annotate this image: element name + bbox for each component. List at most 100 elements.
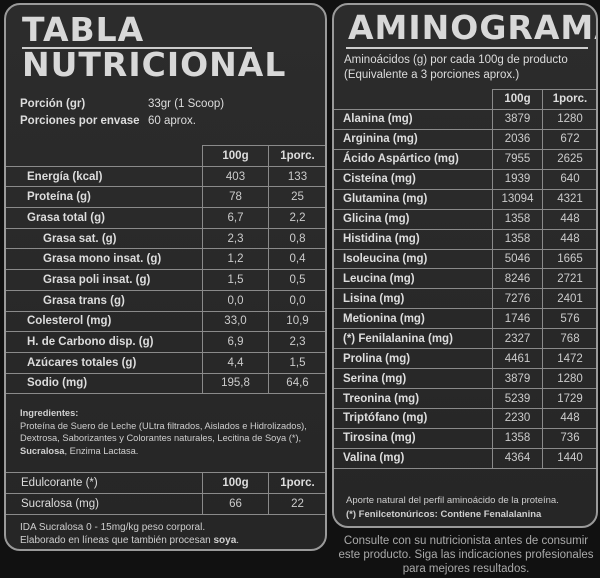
value-portion: 133: [268, 165, 325, 188]
value-100g: 1358: [492, 208, 543, 230]
value-portion: 768: [542, 328, 596, 350]
value-100g: 1358: [492, 228, 543, 250]
value-100g: 2,3: [202, 227, 269, 250]
row-label: Serina (mg): [334, 368, 493, 390]
table-row: Valina (mg) 4364 1440: [334, 447, 596, 469]
value-100g: 1939: [492, 168, 543, 190]
value-100g: 1358: [492, 427, 543, 449]
table-row: Treonina (mg) 5239 1729: [334, 388, 596, 409]
sucralose-100g: 66: [202, 493, 269, 515]
sucralose-label: Sucralosa (mg): [6, 493, 203, 515]
note-natural: Aporte natural del perfil aminoácido de …: [346, 495, 559, 506]
table-row: Grasa total (g) 6,7 2,2: [6, 207, 325, 229]
ida-note: IDA Sucralosa 0 - 15mg/kg peso corporal.: [20, 522, 206, 533]
aminogram-subtitle-1: Aminoácidos (g) por cada 100g de product…: [344, 54, 568, 66]
ingredients: Ingredientes: Proteína de Suero de Leche…: [20, 407, 320, 457]
sweetener-col-portion: 1porc.: [268, 472, 325, 494]
row-label: Azúcares totales (g): [6, 351, 203, 374]
table-row: Tirosina (mg) 1358 736: [334, 427, 596, 449]
table-row: Grasa mono insat. (g) 1,2 0,4: [6, 248, 325, 271]
row-label: (*) Fenilalanina (mg): [334, 328, 493, 350]
table-row: Arginina (mg) 2036 672: [334, 128, 596, 150]
soy-end: .: [236, 535, 240, 546]
value-100g: 13094: [492, 188, 543, 210]
value-portion: 576: [542, 308, 596, 330]
table-row: Histidina (mg) 1358 448: [334, 228, 596, 250]
value-portion: 1472: [542, 348, 596, 370]
row-label: Proteína (g): [6, 186, 203, 209]
value-100g: 2036: [492, 128, 543, 150]
value-100g: 1,2: [202, 248, 269, 271]
value-portion: 2721: [542, 268, 596, 290]
value-portion: 1280: [542, 108, 596, 130]
table-row: Colesterol (mg) 33,0 10,9: [6, 310, 325, 333]
value-100g: 2327: [492, 328, 543, 350]
soy-note: Elaborado en líneas que también procesan: [20, 535, 214, 546]
value-100g: 4461: [492, 348, 543, 370]
value-portion: 25: [268, 186, 325, 209]
empty-header-cell: [6, 145, 203, 167]
value-portion: 1729: [542, 388, 596, 409]
value-portion: 1665: [542, 248, 596, 270]
value-portion: 1440: [542, 447, 596, 469]
table-row: Glutamina (mg) 13094 4321: [334, 188, 596, 210]
title-rule: [22, 47, 252, 49]
nutrition-title-line1: TABLA: [22, 10, 145, 49]
value-100g: 78: [202, 186, 269, 209]
value-portion: 448: [542, 408, 596, 429]
row-label: Grasa total (g): [6, 207, 203, 229]
row-label: Sodio (mg): [6, 372, 203, 395]
value-portion: 448: [542, 208, 596, 230]
value-100g: 7276: [492, 288, 543, 310]
row-label: Lisina (mg): [334, 288, 493, 310]
servings-label: Porciones por envase: [20, 115, 140, 127]
row-label: Metionina (mg): [334, 308, 493, 330]
row-label: Colesterol (mg): [6, 310, 203, 333]
value-100g: 5046: [492, 248, 543, 270]
portion-label: Porción (gr): [20, 98, 86, 110]
table-row: Ácido Aspártico (mg) 7955 2625: [334, 148, 596, 170]
portion-row: Porción (gr) 33gr (1 Scoop): [20, 98, 224, 110]
aminogram-table: 100g 1porc. Alanina (mg) 3879 1280 Arginina (…: [334, 89, 596, 469]
row-label: Tirosina (mg): [334, 427, 493, 449]
ingredients-bold: Sucralosa: [20, 445, 65, 456]
empty-header-cell: [334, 89, 493, 110]
footer-advice: Consulte con su nutricionista antes de c…: [338, 535, 594, 575]
value-portion: 4321: [542, 188, 596, 210]
table-row: (*) Fenilalanina (mg) 2327 768: [334, 328, 596, 350]
value-100g: 2230: [492, 408, 543, 429]
nutrition-title-line2: NUTRICIONAL: [22, 45, 287, 84]
value-portion: 10,9: [268, 310, 325, 333]
nutrition-panel: TABLA NUTRICIONAL Porción (gr) 33gr (1 Sc…: [4, 3, 327, 551]
value-portion: 0,4: [268, 248, 325, 271]
table-row: Cisteína (mg) 1939 640: [334, 168, 596, 190]
aminogram-subtitle-2: (Equivalente a 3 porciones aprox.): [344, 69, 520, 81]
aminogram-panel: AMINOGRAMA Aminoácidos (g) por cada 100g…: [332, 3, 598, 528]
table-row: Isoleucina (mg) 5046 1665: [334, 248, 596, 270]
table-row: Proteína (g) 78 25: [6, 186, 325, 209]
table-row: Azúcares totales (g) 4,4 1,5: [6, 351, 325, 374]
value-100g: 195,8: [202, 372, 269, 395]
value-portion: 2401: [542, 288, 596, 310]
value-100g: 1746: [492, 308, 543, 330]
soy-line: Elaborado en líneas que también procesan…: [20, 534, 320, 547]
nutrition-table: 100g 1porc. Energía (kcal) 403 133 Proteína (…: [6, 145, 325, 395]
sucralose-portion: 22: [268, 493, 325, 515]
value-portion: 2,2: [268, 207, 325, 229]
sweetener-table: Edulcorante (*) 100g 1porc. Sucralosa (mg)…: [6, 472, 325, 515]
table-row: Sodio (mg) 195,8 64,6: [6, 372, 325, 395]
value-portion: 640: [542, 168, 596, 190]
row-label: Cisteína (mg): [334, 168, 493, 190]
row-label: Histidina (mg): [334, 228, 493, 250]
value-portion: 448: [542, 228, 596, 250]
sucralose-row: Sucralosa (mg) 66 22: [6, 493, 325, 515]
row-label: Arginina (mg): [334, 128, 493, 150]
value-100g: 1,5: [202, 269, 269, 291]
sweetener-col-100g: 100g: [202, 472, 269, 494]
table-row: Prolina (mg) 4461 1472: [334, 348, 596, 370]
table-row: Leucina (mg) 8246 2721: [334, 268, 596, 290]
row-label: Prolina (mg): [334, 348, 493, 370]
value-100g: 3879: [492, 108, 543, 130]
value-portion: 672: [542, 128, 596, 150]
table-row: Energía (kcal) 403 133: [6, 165, 325, 188]
